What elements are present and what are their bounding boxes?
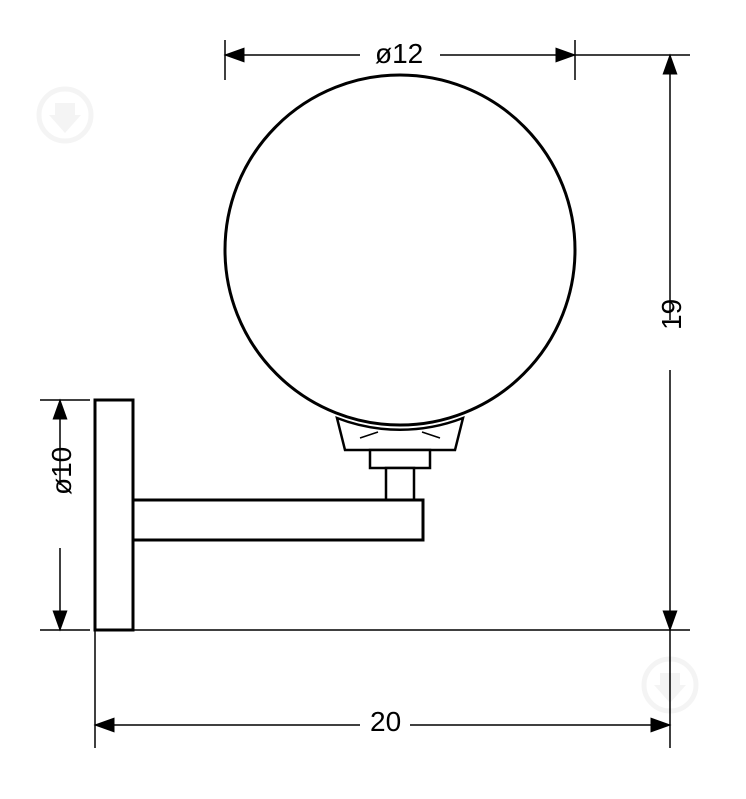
globe-outline xyxy=(225,75,575,425)
drawing-svg xyxy=(0,0,746,799)
dim-label-height: 19 xyxy=(656,299,688,330)
collar xyxy=(370,450,430,468)
arm xyxy=(133,500,423,540)
dim-label-plate: ø10 xyxy=(46,447,78,495)
dim-label-globe: ø12 xyxy=(375,38,423,70)
base-plate xyxy=(95,400,133,630)
dim-plate-diameter xyxy=(40,400,90,630)
technical-drawing: ø12 19 20 ø10 xyxy=(0,0,746,799)
dim-label-depth: 20 xyxy=(370,706,401,738)
stem xyxy=(386,468,414,500)
